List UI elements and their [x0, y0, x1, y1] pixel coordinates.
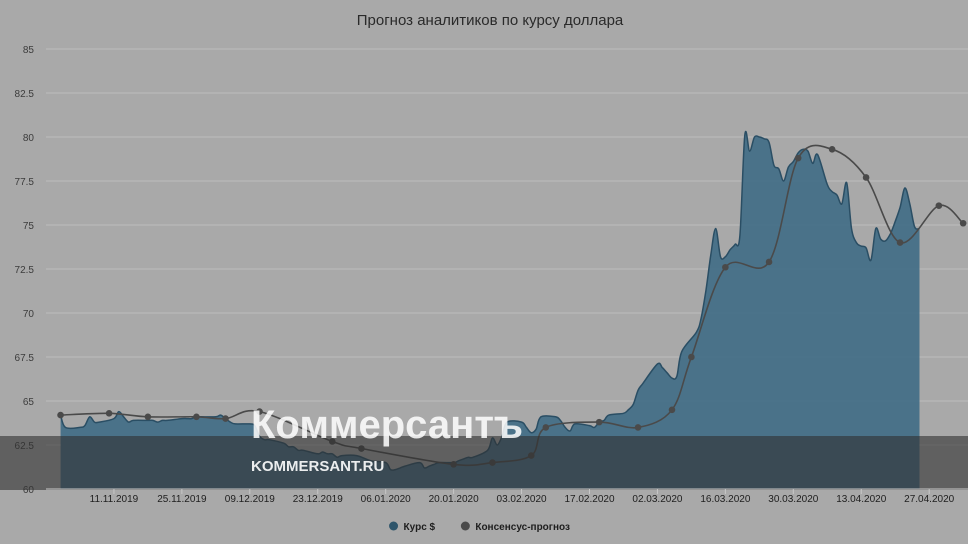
x-tick-label: 09.12.2019	[225, 494, 275, 505]
y-tick-label: 65	[23, 397, 35, 408]
legend-marker	[389, 521, 399, 531]
legend-marker	[460, 521, 470, 531]
y-tick-label: 70	[23, 309, 35, 320]
consensus-point[interactable]	[828, 146, 836, 153]
legend-item[interactable]: Консенсус-прогноз	[460, 521, 570, 534]
consensus-point[interactable]	[256, 408, 263, 415]
legend-label: Курс $	[404, 522, 436, 533]
usd-rate-area	[60, 131, 920, 489]
legend[interactable]: Курс $ Консенсус-прогноз	[389, 521, 570, 534]
consensus-point[interactable]	[222, 415, 229, 422]
consensus-point[interactable]	[959, 219, 967, 227]
x-tick-label: 25.11.2019	[157, 494, 207, 505]
x-tick-label: 20.01.2020	[429, 494, 479, 505]
x-tick-label: 13.04.2020	[836, 494, 886, 505]
x-tick-label: 23.12.2019	[293, 494, 343, 505]
y-tick-label: 60	[23, 485, 35, 496]
x-tick-label: 06.01.2020	[361, 494, 411, 505]
watermark-brand: Коммерсантъ	[251, 403, 523, 447]
consensus-point[interactable]	[595, 418, 603, 426]
legend-item[interactable]: Курс $	[389, 521, 436, 534]
consensus-point[interactable]	[794, 154, 802, 162]
x-tick-label: 16.03.2020	[700, 494, 750, 505]
legend-label: Консенсус-прогноз	[475, 522, 570, 533]
y-tick-label: 80	[23, 133, 35, 144]
consensus-point[interactable]	[862, 174, 870, 181]
consensus-point[interactable]	[542, 424, 550, 431]
x-tick-label: 27.04.2020	[904, 494, 954, 505]
consensus-point[interactable]	[668, 406, 676, 414]
y-tick-label: 85	[23, 45, 35, 56]
x-axis-ticks: 11.11.2019 25.11.2019 09.12.2019 23.12.2019…	[90, 489, 955, 505]
usd-rate-series	[59, 130, 920, 489]
consensus-series	[57, 144, 967, 468]
consensus-point[interactable]	[765, 258, 773, 266]
consensus-point[interactable]	[144, 413, 152, 421]
y-tick-label: 67.5	[15, 353, 35, 364]
consensus-point[interactable]	[722, 263, 729, 271]
watermark-band	[0, 436, 968, 490]
y-tick-label: 82.5	[15, 89, 35, 100]
watermark-url: KOMMERSANT.RU	[251, 458, 384, 475]
x-tick-label: 30.03.2020	[768, 494, 818, 505]
x-tick-label: 03.02.2020	[497, 494, 547, 505]
consensus-point[interactable]	[105, 410, 113, 417]
x-tick-label: 17.02.2020	[564, 494, 614, 505]
consensus-point[interactable]	[896, 239, 904, 246]
consensus-point[interactable]	[57, 411, 64, 419]
x-tick-label: 11.11.2019	[90, 494, 139, 505]
usd-rate-line	[59, 130, 920, 471]
y-tick-label: 72.5	[15, 265, 35, 276]
consensus-point[interactable]	[193, 413, 200, 421]
y-tick-label: 75	[23, 221, 35, 232]
y-tick-label: 77.5	[15, 177, 35, 188]
chart-title: Прогноз аналитиков по курсу доллара	[357, 12, 624, 29]
consensus-point[interactable]	[688, 353, 695, 361]
consensus-point[interactable]	[935, 202, 943, 209]
x-tick-label: 02.03.2020	[632, 494, 682, 505]
consensus-point[interactable]	[634, 424, 642, 431]
